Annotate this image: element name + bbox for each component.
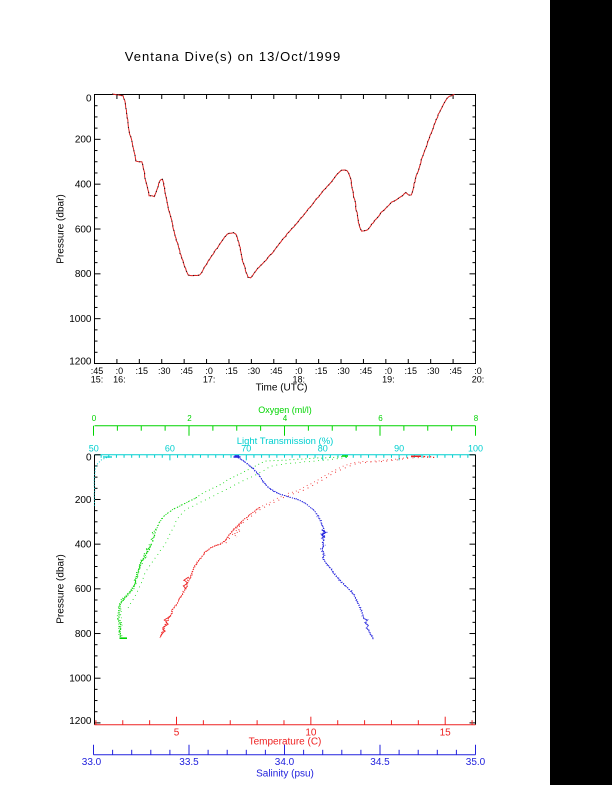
svg-text:33.5: 33.5 <box>179 757 199 768</box>
svg-text:34.5: 34.5 <box>370 757 390 768</box>
svg-text:600: 600 <box>75 584 92 595</box>
svg-text:50: 50 <box>89 444 99 454</box>
svg-text::0: :0 <box>385 366 393 376</box>
svg-text:60: 60 <box>165 444 175 454</box>
svg-text:10: 10 <box>305 728 317 739</box>
svg-text:Ventana Dive(s) on 13/Oct/1999: Ventana Dive(s) on 13/Oct/1999 <box>125 49 342 64</box>
svg-text:400: 400 <box>75 540 92 551</box>
svg-text:90: 90 <box>394 444 404 454</box>
svg-text:800: 800 <box>75 629 92 640</box>
svg-text::15: :15 <box>405 366 418 376</box>
svg-text:0: 0 <box>92 414 97 423</box>
svg-text::30: :30 <box>248 366 261 376</box>
svg-text:200: 200 <box>75 495 92 506</box>
svg-text:Light Transmission (%): Light Transmission (%) <box>237 436 334 447</box>
svg-text:1200: 1200 <box>69 357 92 368</box>
svg-text:0: 0 <box>86 93 92 104</box>
svg-text:15:: 15: <box>91 375 104 385</box>
svg-text:15: 15 <box>440 728 452 739</box>
svg-text::15: :15 <box>225 366 238 376</box>
svg-text:35.0: 35.0 <box>466 757 486 768</box>
svg-text::45: :45 <box>360 366 373 376</box>
svg-text:2: 2 <box>187 414 192 423</box>
svg-text:80: 80 <box>318 444 328 454</box>
svg-text:400: 400 <box>75 180 92 191</box>
svg-text:Temperature (C): Temperature (C) <box>249 737 322 748</box>
svg-text:34.0: 34.0 <box>275 757 295 768</box>
svg-text::30: :30 <box>427 366 440 376</box>
svg-text:1200: 1200 <box>69 716 92 727</box>
svg-text::0: :0 <box>116 366 124 376</box>
svg-text:16:: 16: <box>113 375 126 385</box>
svg-text:1000: 1000 <box>69 674 92 685</box>
svg-text::45: :45 <box>449 366 462 376</box>
svg-text:70: 70 <box>241 444 251 454</box>
svg-text:4: 4 <box>283 414 288 423</box>
svg-text:800: 800 <box>75 269 92 280</box>
svg-text::0: :0 <box>474 366 482 376</box>
svg-text:17:: 17: <box>203 375 216 385</box>
svg-text:600: 600 <box>75 224 92 235</box>
svg-text:Salinity (psu): Salinity (psu) <box>256 768 314 779</box>
svg-text:Oxygen (ml/l): Oxygen (ml/l) <box>258 405 312 415</box>
svg-text:33.0: 33.0 <box>82 757 102 768</box>
svg-text::15: :15 <box>315 366 328 376</box>
svg-text::15: :15 <box>136 366 149 376</box>
svg-text:1000: 1000 <box>69 314 92 325</box>
svg-text::0: :0 <box>205 366 213 376</box>
svg-text:Time (UTC): Time (UTC) <box>256 383 308 394</box>
svg-text:20:: 20: <box>472 375 485 385</box>
svg-text::45: :45 <box>180 366 193 376</box>
svg-text:Pressure (dbar): Pressure (dbar) <box>56 554 67 623</box>
svg-text::45: :45 <box>91 366 104 376</box>
svg-text::30: :30 <box>158 366 171 376</box>
svg-text:0: 0 <box>86 453 92 464</box>
svg-text:200: 200 <box>75 135 92 146</box>
svg-text:19:: 19: <box>382 375 395 385</box>
svg-text:6: 6 <box>378 414 383 423</box>
svg-text:Pressure (dbar): Pressure (dbar) <box>56 194 67 263</box>
svg-text::0: :0 <box>295 366 303 376</box>
svg-text::30: :30 <box>337 366 350 376</box>
svg-text:18:: 18: <box>292 375 305 385</box>
svg-text:100: 100 <box>468 444 483 454</box>
svg-text:8: 8 <box>474 414 479 423</box>
svg-text:5: 5 <box>174 728 180 739</box>
svg-text::45: :45 <box>270 366 283 376</box>
